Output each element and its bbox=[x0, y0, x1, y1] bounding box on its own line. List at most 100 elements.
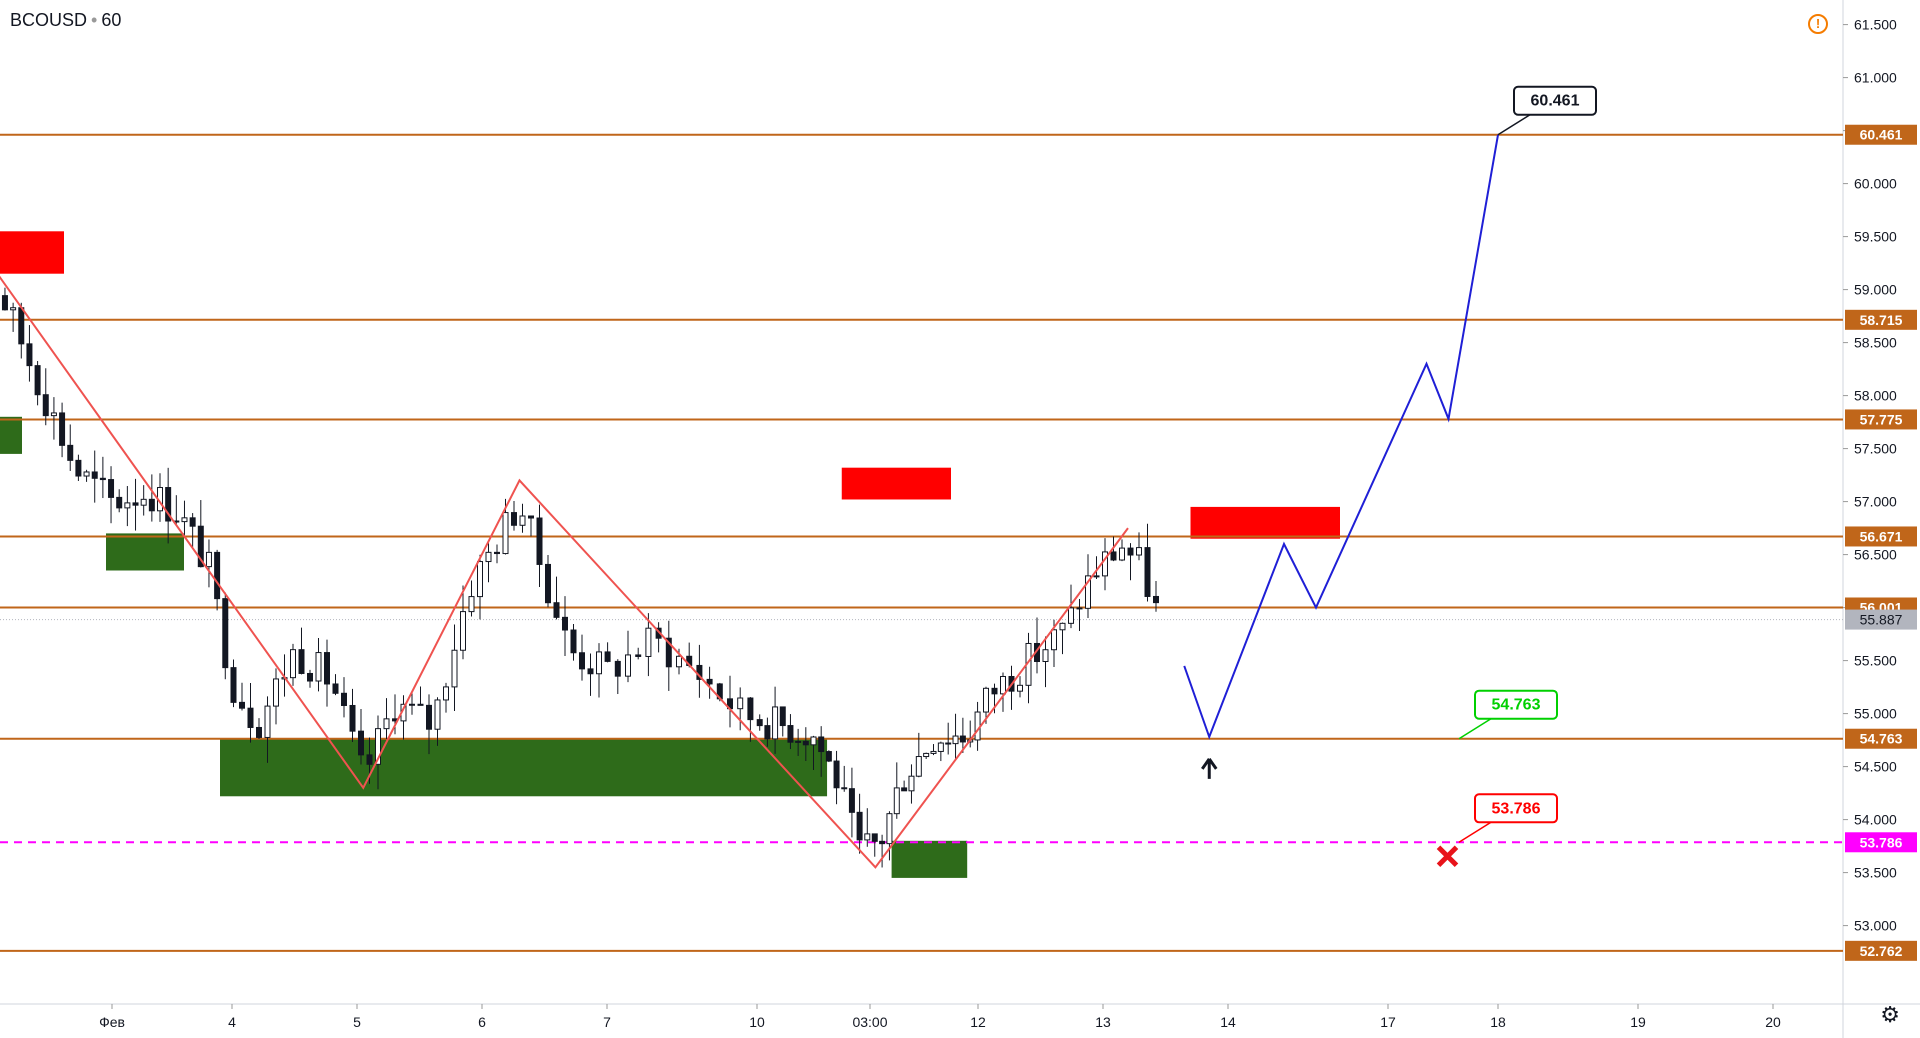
y-tick-label: 56.500 bbox=[1854, 547, 1897, 563]
callout-box bbox=[1513, 85, 1597, 116]
candle-body bbox=[197, 525, 204, 568]
candle-body bbox=[214, 551, 221, 600]
callout-box bbox=[1474, 689, 1558, 720]
candle-body bbox=[764, 725, 771, 740]
candle-body bbox=[570, 629, 577, 654]
candle-body bbox=[181, 517, 188, 523]
demand-zone bbox=[891, 840, 968, 878]
level-price-tag bbox=[1845, 309, 1917, 330]
callout-label: 53.786 bbox=[1492, 800, 1541, 817]
candle-body bbox=[494, 551, 500, 555]
candle-body bbox=[264, 705, 271, 738]
y-tick-label: 54.000 bbox=[1854, 812, 1897, 828]
candle-body bbox=[848, 788, 855, 813]
gear-icon[interactable]: ⚙ bbox=[1880, 1002, 1900, 1027]
x-tick-label: 12 bbox=[970, 1014, 986, 1030]
y-tick-label: 53.500 bbox=[1854, 865, 1897, 881]
candle-body bbox=[108, 479, 115, 498]
candle-body bbox=[545, 563, 551, 604]
y-tick-label: 59.000 bbox=[1854, 282, 1897, 298]
candle-body bbox=[349, 704, 356, 732]
candle-body bbox=[460, 611, 466, 651]
candle-body bbox=[511, 512, 517, 526]
candle-body bbox=[67, 444, 74, 461]
candle-body bbox=[818, 736, 825, 753]
y-tick-label: 57.000 bbox=[1854, 494, 1897, 510]
y-tick-label: 53.000 bbox=[1854, 918, 1897, 934]
candle-body bbox=[273, 678, 279, 707]
candle-body bbox=[332, 683, 339, 694]
x-tick-label: 7 bbox=[603, 1014, 611, 1030]
candle-body bbox=[247, 707, 254, 728]
symbol-title: BCOUSD • 60 bbox=[10, 10, 122, 30]
level-price-tag bbox=[1845, 940, 1917, 961]
candle-body bbox=[18, 307, 25, 345]
candle-body bbox=[290, 649, 296, 679]
candle-body bbox=[915, 756, 922, 777]
candle-body bbox=[75, 459, 82, 477]
candle-body bbox=[409, 703, 415, 706]
candle-body bbox=[10, 307, 17, 311]
demand-zone bbox=[0, 416, 22, 454]
candle-body bbox=[91, 471, 98, 479]
supply-zone bbox=[841, 467, 951, 500]
candle-body bbox=[614, 660, 621, 677]
candle-body bbox=[1093, 575, 1100, 578]
y-tick-label: 54.500 bbox=[1854, 759, 1897, 775]
candle-body bbox=[366, 754, 373, 765]
x-tick-label: 14 bbox=[1220, 1014, 1236, 1030]
candle-body bbox=[1, 295, 8, 311]
candle-body bbox=[937, 742, 944, 752]
candle-body bbox=[908, 775, 915, 792]
level-price-label: 54.763 bbox=[1860, 731, 1903, 747]
candle-body bbox=[83, 471, 90, 477]
candle-body bbox=[189, 517, 196, 527]
y-tick-label: 61.000 bbox=[1854, 70, 1897, 86]
candle-body bbox=[383, 718, 390, 730]
candle-body bbox=[59, 412, 66, 446]
x-tick-label: Фев bbox=[99, 1014, 125, 1030]
candle-body bbox=[841, 787, 848, 790]
candle-body bbox=[833, 760, 840, 789]
candle-body bbox=[1127, 547, 1134, 556]
candle-body bbox=[426, 704, 432, 730]
candle-body bbox=[991, 687, 998, 695]
y-tick-label: 58.500 bbox=[1854, 335, 1897, 351]
last-price-tag bbox=[1845, 609, 1917, 630]
candle-body bbox=[901, 787, 908, 792]
candle-body bbox=[502, 512, 509, 555]
candle-body bbox=[596, 651, 602, 675]
candle-body bbox=[810, 736, 817, 746]
cross-icon bbox=[1436, 845, 1459, 868]
candle-body bbox=[307, 672, 313, 682]
x-tick-label: 13 bbox=[1095, 1014, 1111, 1030]
candle-body bbox=[579, 652, 585, 670]
demand-zone bbox=[220, 739, 828, 797]
candle-body bbox=[930, 750, 937, 754]
up-arrow-icon bbox=[1201, 758, 1218, 779]
candle-body bbox=[1042, 649, 1049, 663]
x-tick-label: 17 bbox=[1380, 1014, 1396, 1030]
candle-body bbox=[1051, 629, 1057, 651]
x-tick-label: 10 bbox=[749, 1014, 765, 1030]
candle-body bbox=[358, 730, 364, 756]
warning-icon[interactable]: ! bbox=[1808, 14, 1828, 34]
candle-body bbox=[1076, 607, 1083, 610]
last-price-label: 55.887 bbox=[1860, 612, 1903, 628]
candle-body bbox=[26, 343, 33, 367]
candle-body bbox=[341, 692, 347, 706]
callout-pointer bbox=[1458, 821, 1492, 843]
level-price-tag bbox=[1845, 728, 1917, 749]
callout-pointer bbox=[1497, 114, 1531, 136]
candle-body bbox=[553, 602, 560, 618]
y-tick-label: 57.500 bbox=[1854, 441, 1897, 457]
candle-body bbox=[856, 811, 863, 841]
candle-body bbox=[315, 652, 322, 682]
candle-body bbox=[298, 649, 305, 674]
x-tick-label: 18 bbox=[1490, 1014, 1506, 1030]
candle-body bbox=[140, 498, 147, 506]
candle-body bbox=[1153, 595, 1159, 604]
candle-body bbox=[587, 668, 594, 675]
candle-body bbox=[34, 365, 41, 396]
